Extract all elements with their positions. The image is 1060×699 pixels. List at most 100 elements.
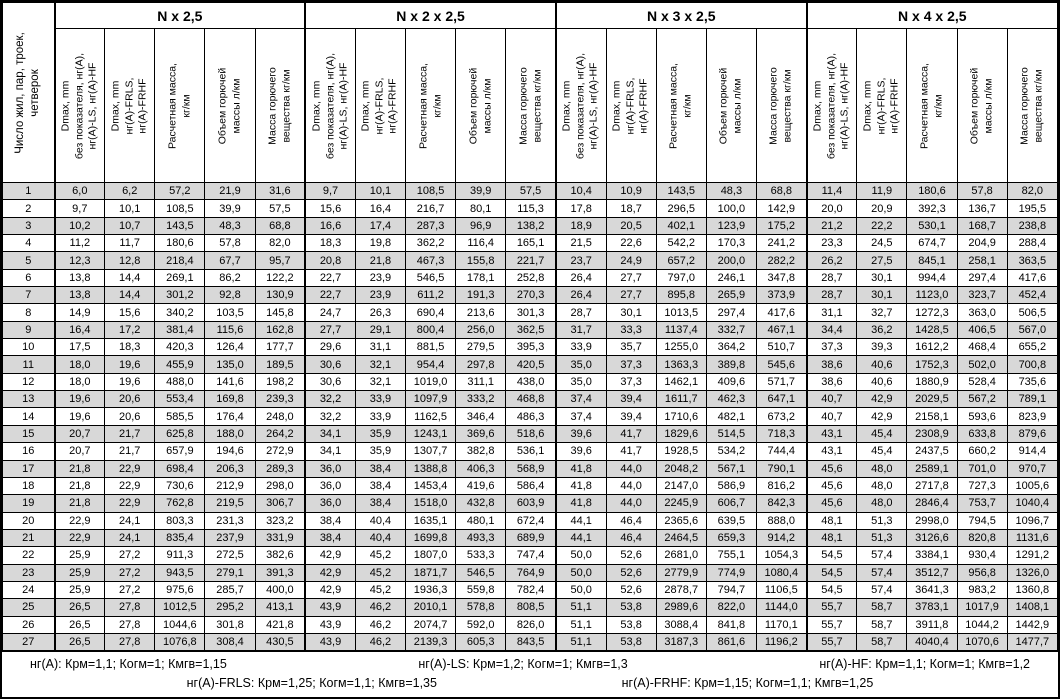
table-cell: 1123,0 — [906, 286, 958, 305]
table-cell: 790,1 — [755, 459, 808, 478]
table-cell: 346,4 — [455, 407, 507, 426]
table-cell: 50,0 — [554, 563, 607, 582]
column-header: Объем горючей массы л/км — [455, 28, 507, 183]
column-header: Объем горючей массы л/км — [204, 28, 256, 183]
table-cell: 18,0 — [53, 372, 106, 392]
table-cell: 168,7 — [956, 216, 1008, 236]
group-header: N x 3 x 2,5 — [554, 2, 808, 29]
table-cell: 482,1 — [705, 407, 757, 426]
table-cell: 57,2 — [154, 181, 206, 201]
row-header-cell: Число жил, пар, троек, четверок — [2, 2, 55, 183]
table-cell: 700,8 — [1006, 355, 1058, 374]
table-cell: 34,4 — [805, 320, 858, 340]
table-cell: 25,9 — [53, 580, 106, 600]
table-row: 3 10,2 10,7 143,5 48,3 68,8 16,6 17,4 287,3 96,9 1… — [2, 216, 1058, 236]
table-cell: 189,5 — [254, 355, 306, 374]
table-cell: 1243,1 — [404, 424, 457, 444]
table-row: 8 14,9 15,6 340,2 103,5 145,8 24,7 26,3 690,4 213… — [2, 303, 1058, 322]
table-cell: 20,6 — [104, 407, 156, 426]
table-cell: 68,8 — [755, 181, 808, 201]
table-cell: 17,5 — [53, 338, 106, 357]
table-cell: 248,0 — [254, 407, 306, 426]
table-cell: 568,9 — [505, 459, 557, 478]
table-cell: 143,5 — [154, 216, 206, 236]
table-cell: 323,7 — [956, 286, 1008, 305]
table-cell: 42,9 — [304, 580, 356, 600]
table-cell: 54,5 — [805, 563, 858, 582]
table-cell: 659,3 — [705, 528, 757, 548]
table-cell: 11,2 — [53, 234, 106, 253]
table-cell: 241,2 — [755, 234, 808, 253]
table-cell: 34,1 — [304, 442, 356, 461]
table-cell: 44,0 — [605, 459, 657, 478]
table-cell: 82,0 — [1006, 181, 1058, 201]
table-cell: 288,4 — [1006, 234, 1058, 253]
table-cell: 747,4 — [505, 546, 557, 565]
table-cell: 842,3 — [755, 494, 808, 513]
table-cell: 332,7 — [705, 320, 757, 340]
table-cell: 80,1 — [455, 199, 507, 218]
group-header: N x 2 x 2,5 — [304, 2, 557, 29]
table-cell: 381,4 — [154, 320, 206, 340]
table-cell: 417,6 — [1006, 268, 1058, 288]
table-cell: 32,1 — [354, 355, 406, 374]
table-cell: 530,1 — [906, 216, 958, 236]
table-cell: 362,5 — [505, 320, 557, 340]
table-cell: 975,6 — [154, 580, 206, 600]
table-cell: 20,7 — [53, 442, 106, 461]
table-cell: 301,2 — [154, 286, 206, 305]
table-cell: 18,7 — [605, 199, 657, 218]
footer-line-1: нг(А): Крм=1,1; Когм=1; Кмгв=1,15 нг(А)-L… — [2, 657, 1058, 671]
table-cell: 1635,1 — [404, 511, 457, 530]
table-cell: 26,5 — [53, 615, 106, 634]
table-cell: 2681,0 — [655, 546, 707, 565]
table-cell: 54,5 — [805, 580, 858, 600]
table-cell: 35,0 — [554, 355, 607, 374]
table-cell: 295,2 — [204, 598, 256, 617]
table-cell: 911,3 — [154, 546, 206, 565]
table-cell: 46,2 — [354, 615, 406, 634]
table-cell: 430,5 — [254, 632, 306, 652]
table-cell: 1710,6 — [655, 407, 707, 426]
table-cell: 55,7 — [805, 632, 858, 652]
table-cell: 559,8 — [455, 580, 507, 600]
table-cell: 639,5 — [705, 511, 757, 530]
table-cell: 20,0 — [805, 199, 858, 218]
table-cell: 45,6 — [805, 476, 858, 496]
row-number: 2 — [2, 199, 55, 218]
table-cell: 41,8 — [554, 476, 607, 496]
table-cell: 4040,4 — [906, 632, 958, 652]
table-cell: 176,4 — [204, 407, 256, 426]
table-cell: 198,2 — [254, 372, 306, 392]
column-header: Масса горючего вещества кг/км — [1006, 28, 1058, 183]
table-cell: 603,9 — [505, 494, 557, 513]
table-cell: 6,2 — [104, 181, 156, 201]
table-cell: 954,4 — [404, 355, 457, 374]
table-cell: 18,3 — [104, 338, 156, 357]
table-cell: 221,7 — [505, 251, 557, 270]
table-cell: 11,7 — [104, 234, 156, 253]
table-cell: 2717,8 — [906, 476, 958, 496]
table-cell: 727,3 — [956, 476, 1008, 496]
table-cell: 406,3 — [455, 459, 507, 478]
table-row: 2 9,7 10,1 108,5 39,9 57,5 15,6 16,4 216,7 80,1 11… — [2, 199, 1058, 218]
table-cell: 48,0 — [856, 459, 908, 478]
table-cell: 44,0 — [605, 494, 657, 513]
table-cell: 15,6 — [104, 303, 156, 322]
table-cell: 16,6 — [304, 216, 356, 236]
table-cell: 21,5 — [554, 234, 607, 253]
table-cell: 24,7 — [304, 303, 356, 322]
table-cell: 845,1 — [906, 251, 958, 270]
table-cell: 42,9 — [856, 407, 908, 426]
table-cell: 270,3 — [505, 286, 557, 305]
table-cell: 28,7 — [805, 286, 858, 305]
table-cell: 39,9 — [204, 199, 256, 218]
table-cell: 51,1 — [554, 598, 607, 617]
table-cell: 1272,3 — [906, 303, 958, 322]
row-number: 26 — [2, 615, 55, 634]
table-cell: 26,5 — [53, 632, 106, 652]
table-cell: 194,6 — [204, 442, 256, 461]
table-cell: 33,9 — [354, 390, 406, 409]
row-number: 3 — [2, 216, 55, 236]
table-cell: 1017,9 — [956, 598, 1008, 617]
